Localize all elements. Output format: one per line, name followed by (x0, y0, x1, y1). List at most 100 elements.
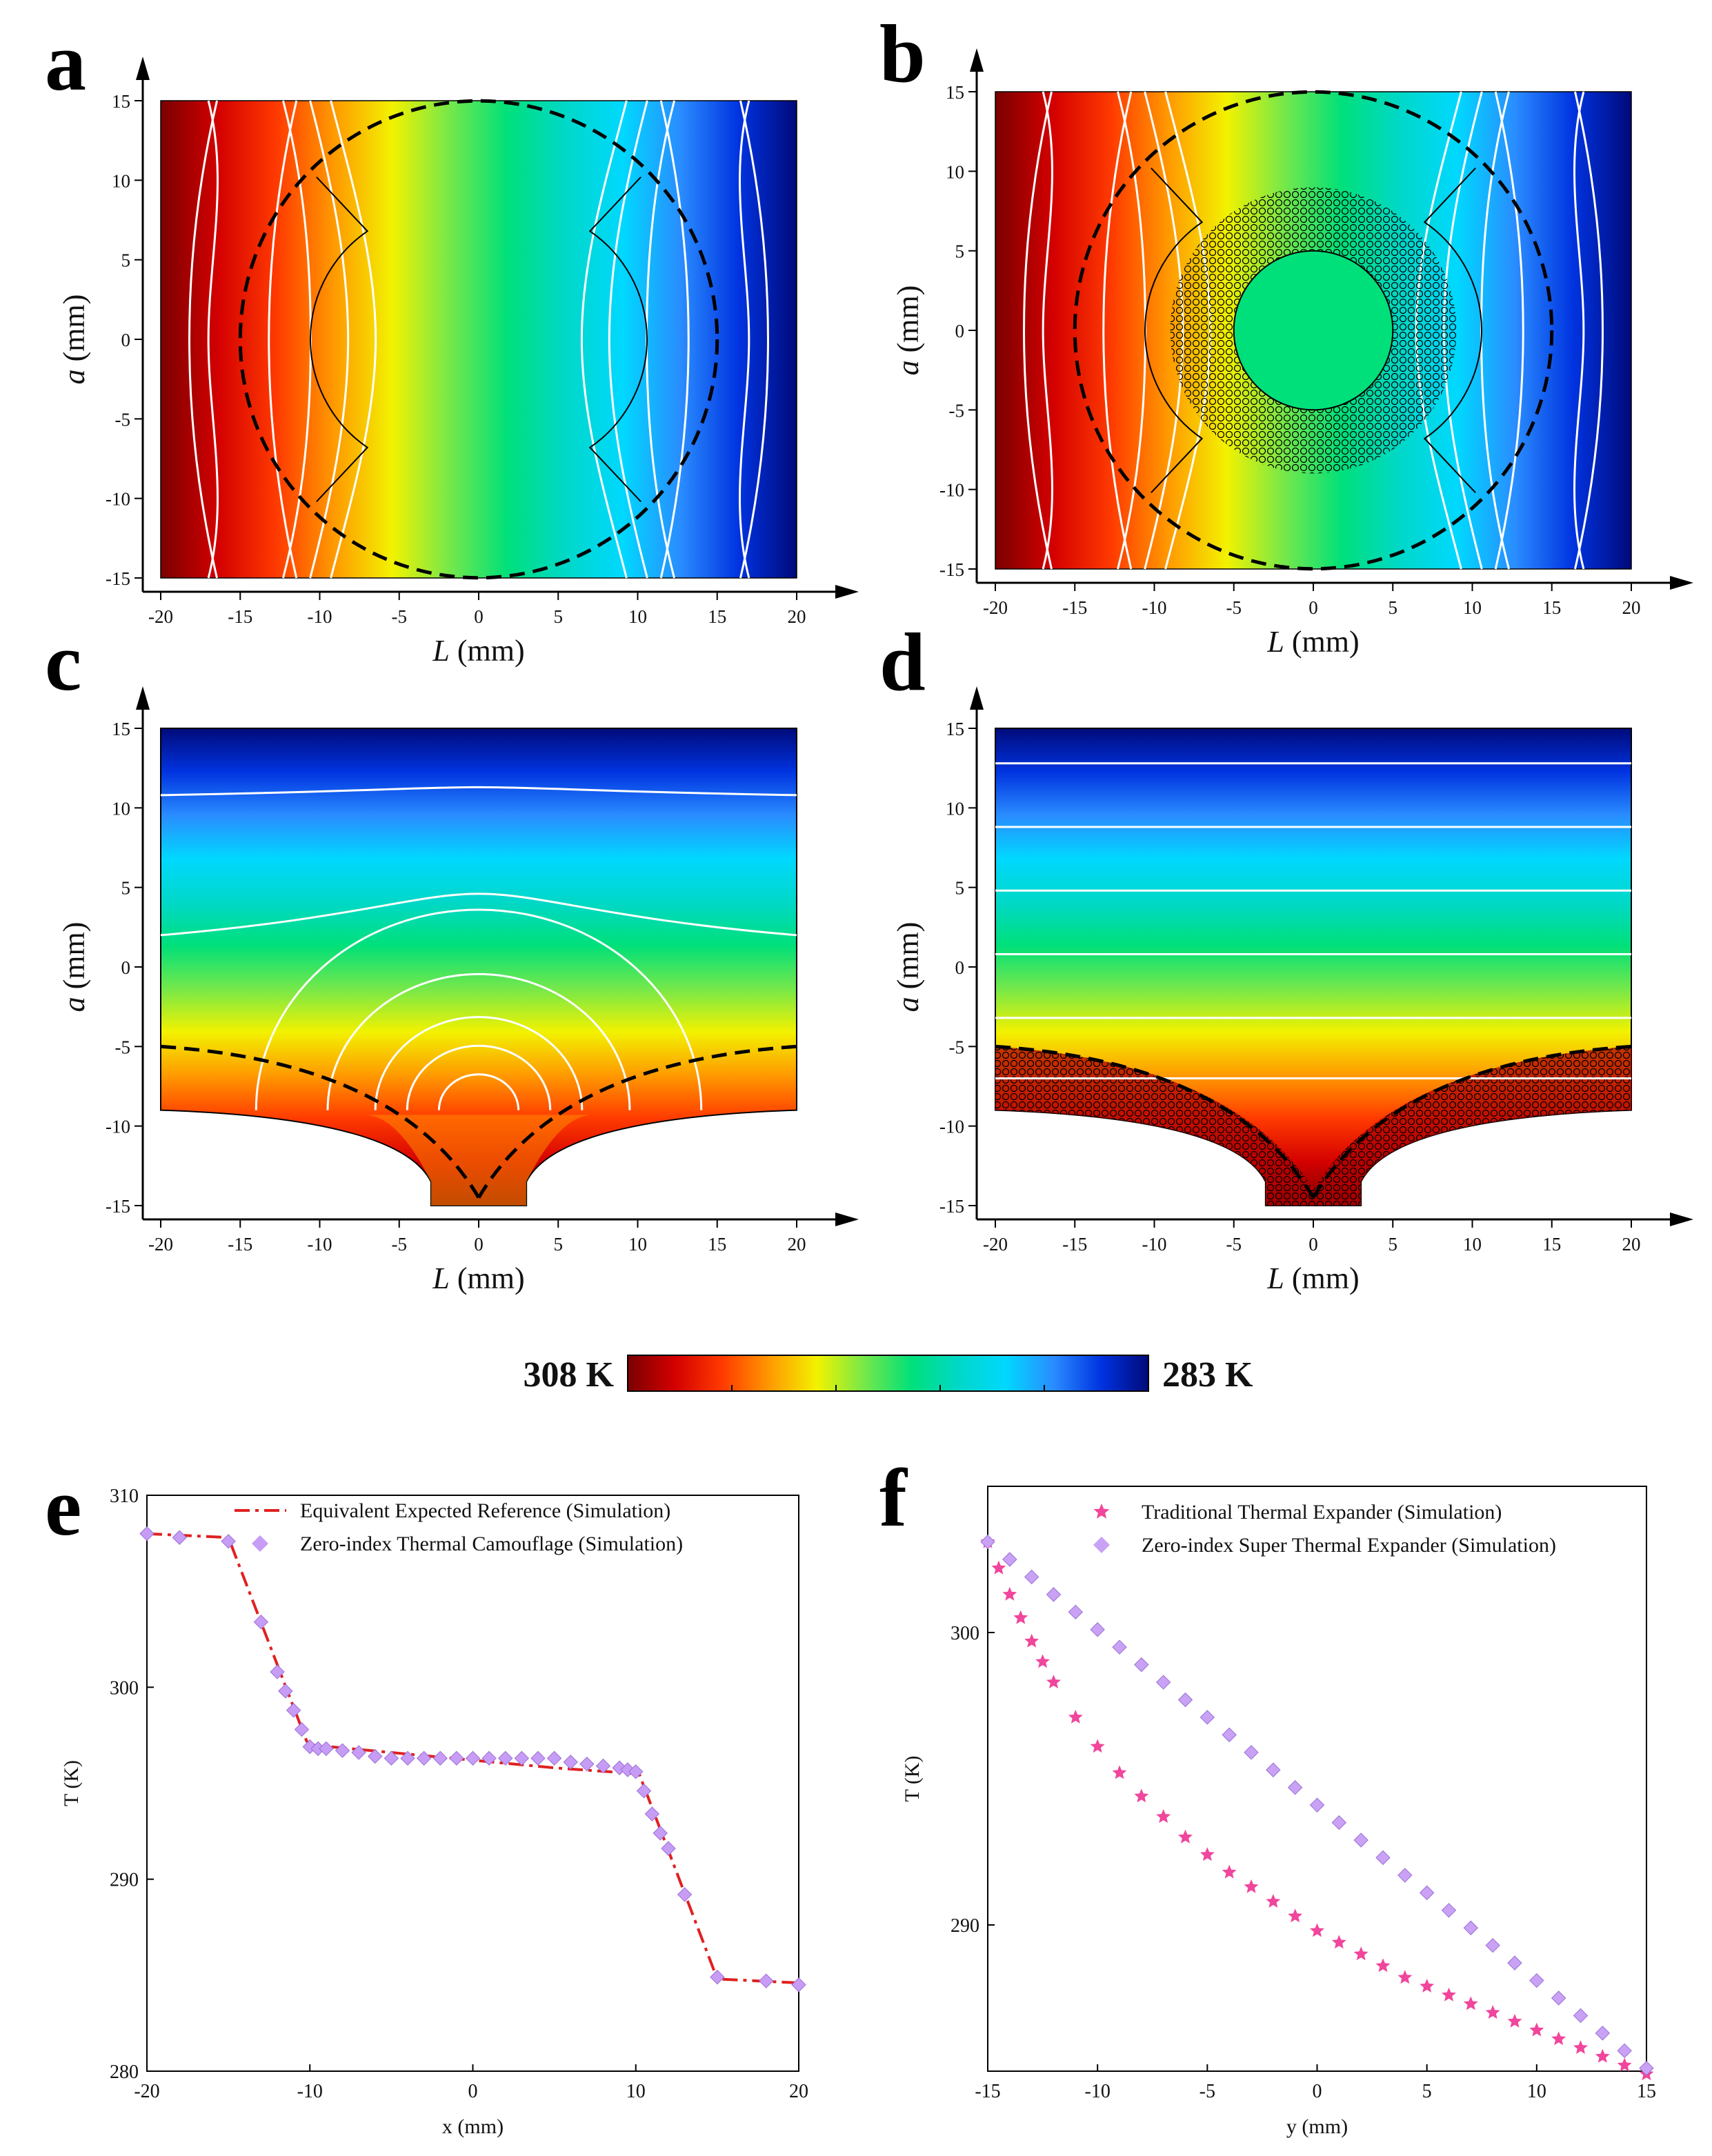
data-point (1353, 1946, 1368, 1961)
x-tick-label: 5 (554, 1234, 564, 1255)
data-point (172, 1530, 187, 1545)
data-point (1068, 1604, 1084, 1620)
data-point (661, 1841, 676, 1856)
x-tick-label: -5 (392, 1234, 408, 1255)
data-point (1573, 2040, 1588, 2054)
x-tick-label: 5 (554, 606, 564, 627)
data-point (253, 1614, 269, 1630)
data-point (759, 1973, 774, 1988)
data-point (1024, 1569, 1039, 1585)
inner-core (1233, 250, 1394, 411)
colorbar: 308 K 283 K (524, 1355, 1253, 1395)
data-point (481, 1750, 497, 1766)
y-tick-label: 300 (950, 1623, 979, 1644)
data-point (1353, 1833, 1368, 1848)
x-tick-label: 0 (1308, 597, 1318, 618)
data-point (1068, 1710, 1083, 1724)
data-point (1178, 1829, 1193, 1844)
data-point (221, 1534, 236, 1549)
data-point (791, 1977, 806, 1993)
panel-c: c -20 -15 -10 -5 0 5 10 15 20 -15 -10 -5 0 5 10 15 L (mm)… (45, 616, 859, 1295)
y-tick-label: 15 (112, 91, 130, 112)
x-tick-label: -20 (148, 606, 173, 627)
isotherm (160, 892, 797, 937)
data-point (1310, 1923, 1324, 1937)
x-tick-label: -20 (148, 1234, 173, 1255)
x-tick-label: -15 (228, 606, 252, 627)
x-axis-title: x (mm) (442, 2115, 504, 2138)
data-point (595, 1758, 611, 1774)
data-point (1134, 1657, 1149, 1673)
x-tick-label: -10 (308, 1234, 332, 1255)
colorbar-max-label: 308 K (524, 1355, 615, 1395)
y-tick-label: -10 (106, 1117, 130, 1137)
data-point (1266, 1894, 1281, 1908)
y-tick-label: 0 (955, 957, 965, 978)
y-tick-label: -5 (115, 409, 131, 430)
data-point (1002, 1586, 1017, 1601)
isotherm (1573, 91, 1585, 570)
hot-region (367, 1115, 590, 1206)
y-tick-label: 0 (121, 957, 131, 978)
legend-swatch (1093, 1504, 1110, 1519)
x-axis-title: L (mm) (432, 1261, 524, 1295)
data-point (1287, 1780, 1303, 1795)
y-tick-label: 290 (110, 1870, 139, 1891)
data-point (302, 1739, 317, 1755)
x-axis-title: L (mm) (432, 634, 524, 668)
x-axis-title: L (mm) (1266, 625, 1359, 659)
x-tick-label: 0 (1313, 2081, 1322, 2102)
y-axis-title: a (mm) (57, 295, 91, 385)
data-point (1013, 1610, 1028, 1624)
y-tick-label: 10 (112, 798, 130, 819)
data-point (1573, 2008, 1589, 2024)
dashed-circle (238, 99, 719, 580)
data-point (400, 1750, 415, 1766)
x-tick-label: 10 (626, 2081, 646, 2102)
x-axis-title: L (mm) (1266, 1261, 1359, 1295)
data-point (514, 1750, 530, 1766)
x-tick-label: -15 (1062, 1234, 1087, 1255)
y-axis-title: T (K) (901, 1756, 924, 1802)
data-point (563, 1755, 578, 1770)
data-point (270, 1664, 285, 1679)
panel-letter: d (879, 616, 926, 708)
data-point (677, 1887, 693, 1902)
isotherm (255, 908, 703, 1110)
x-tick-label: 10 (1463, 597, 1482, 618)
data-point (1551, 1990, 1566, 2006)
panel-b: b -20 -15 -10 -5 0 5 10 15 20 -15 -10 -5 0 5 10 15 L (mm)… (879, 8, 1693, 659)
x-tick-label: -10 (1142, 1234, 1167, 1255)
y-tick-label: 10 (946, 798, 964, 819)
data-point (579, 1756, 595, 1772)
isotherm (326, 972, 631, 1110)
y-tick-label: 310 (110, 1486, 139, 1507)
data-point (1595, 2048, 1610, 2063)
x-tick-label: 5 (1388, 597, 1398, 618)
data-point (416, 1750, 432, 1766)
data-point (628, 1764, 644, 1779)
data-point (1442, 1987, 1456, 2002)
data-point (1156, 1809, 1171, 1823)
shell-boundary (588, 177, 648, 502)
x-tick-label: 5 (1388, 1234, 1398, 1255)
panel-f: f -15 -10 -5 0 5 10 15 290 300 y (mm) T (K) Traditio… (879, 1452, 1656, 2138)
y-tick-label: -10 (939, 480, 964, 501)
temperature-field (995, 728, 1632, 1206)
isotherm (580, 100, 628, 579)
panel-e: e -20 -10 0 10 20 280 290 300 310 x (mm) T (K) Equiv… (45, 1461, 808, 2138)
isotherm (1574, 91, 1604, 570)
plot-frame (987, 1486, 1647, 2072)
data-point (653, 1826, 668, 1841)
data-point (384, 1750, 399, 1766)
porous-mesh (995, 1046, 1631, 1206)
data-point (1529, 2022, 1544, 2037)
x-tick-label: -20 (134, 2081, 159, 2102)
data-point (1046, 1587, 1062, 1602)
panel-letter: b (879, 8, 926, 99)
y-tick-label: 290 (950, 1915, 979, 1937)
data-point (294, 1721, 310, 1737)
data-point (1177, 1692, 1193, 1708)
panel-a: a -20 -15 -10 -5 0 5 10 15 20 -15 -10 -5 0 5 10 15 L (mm)… (45, 16, 859, 668)
